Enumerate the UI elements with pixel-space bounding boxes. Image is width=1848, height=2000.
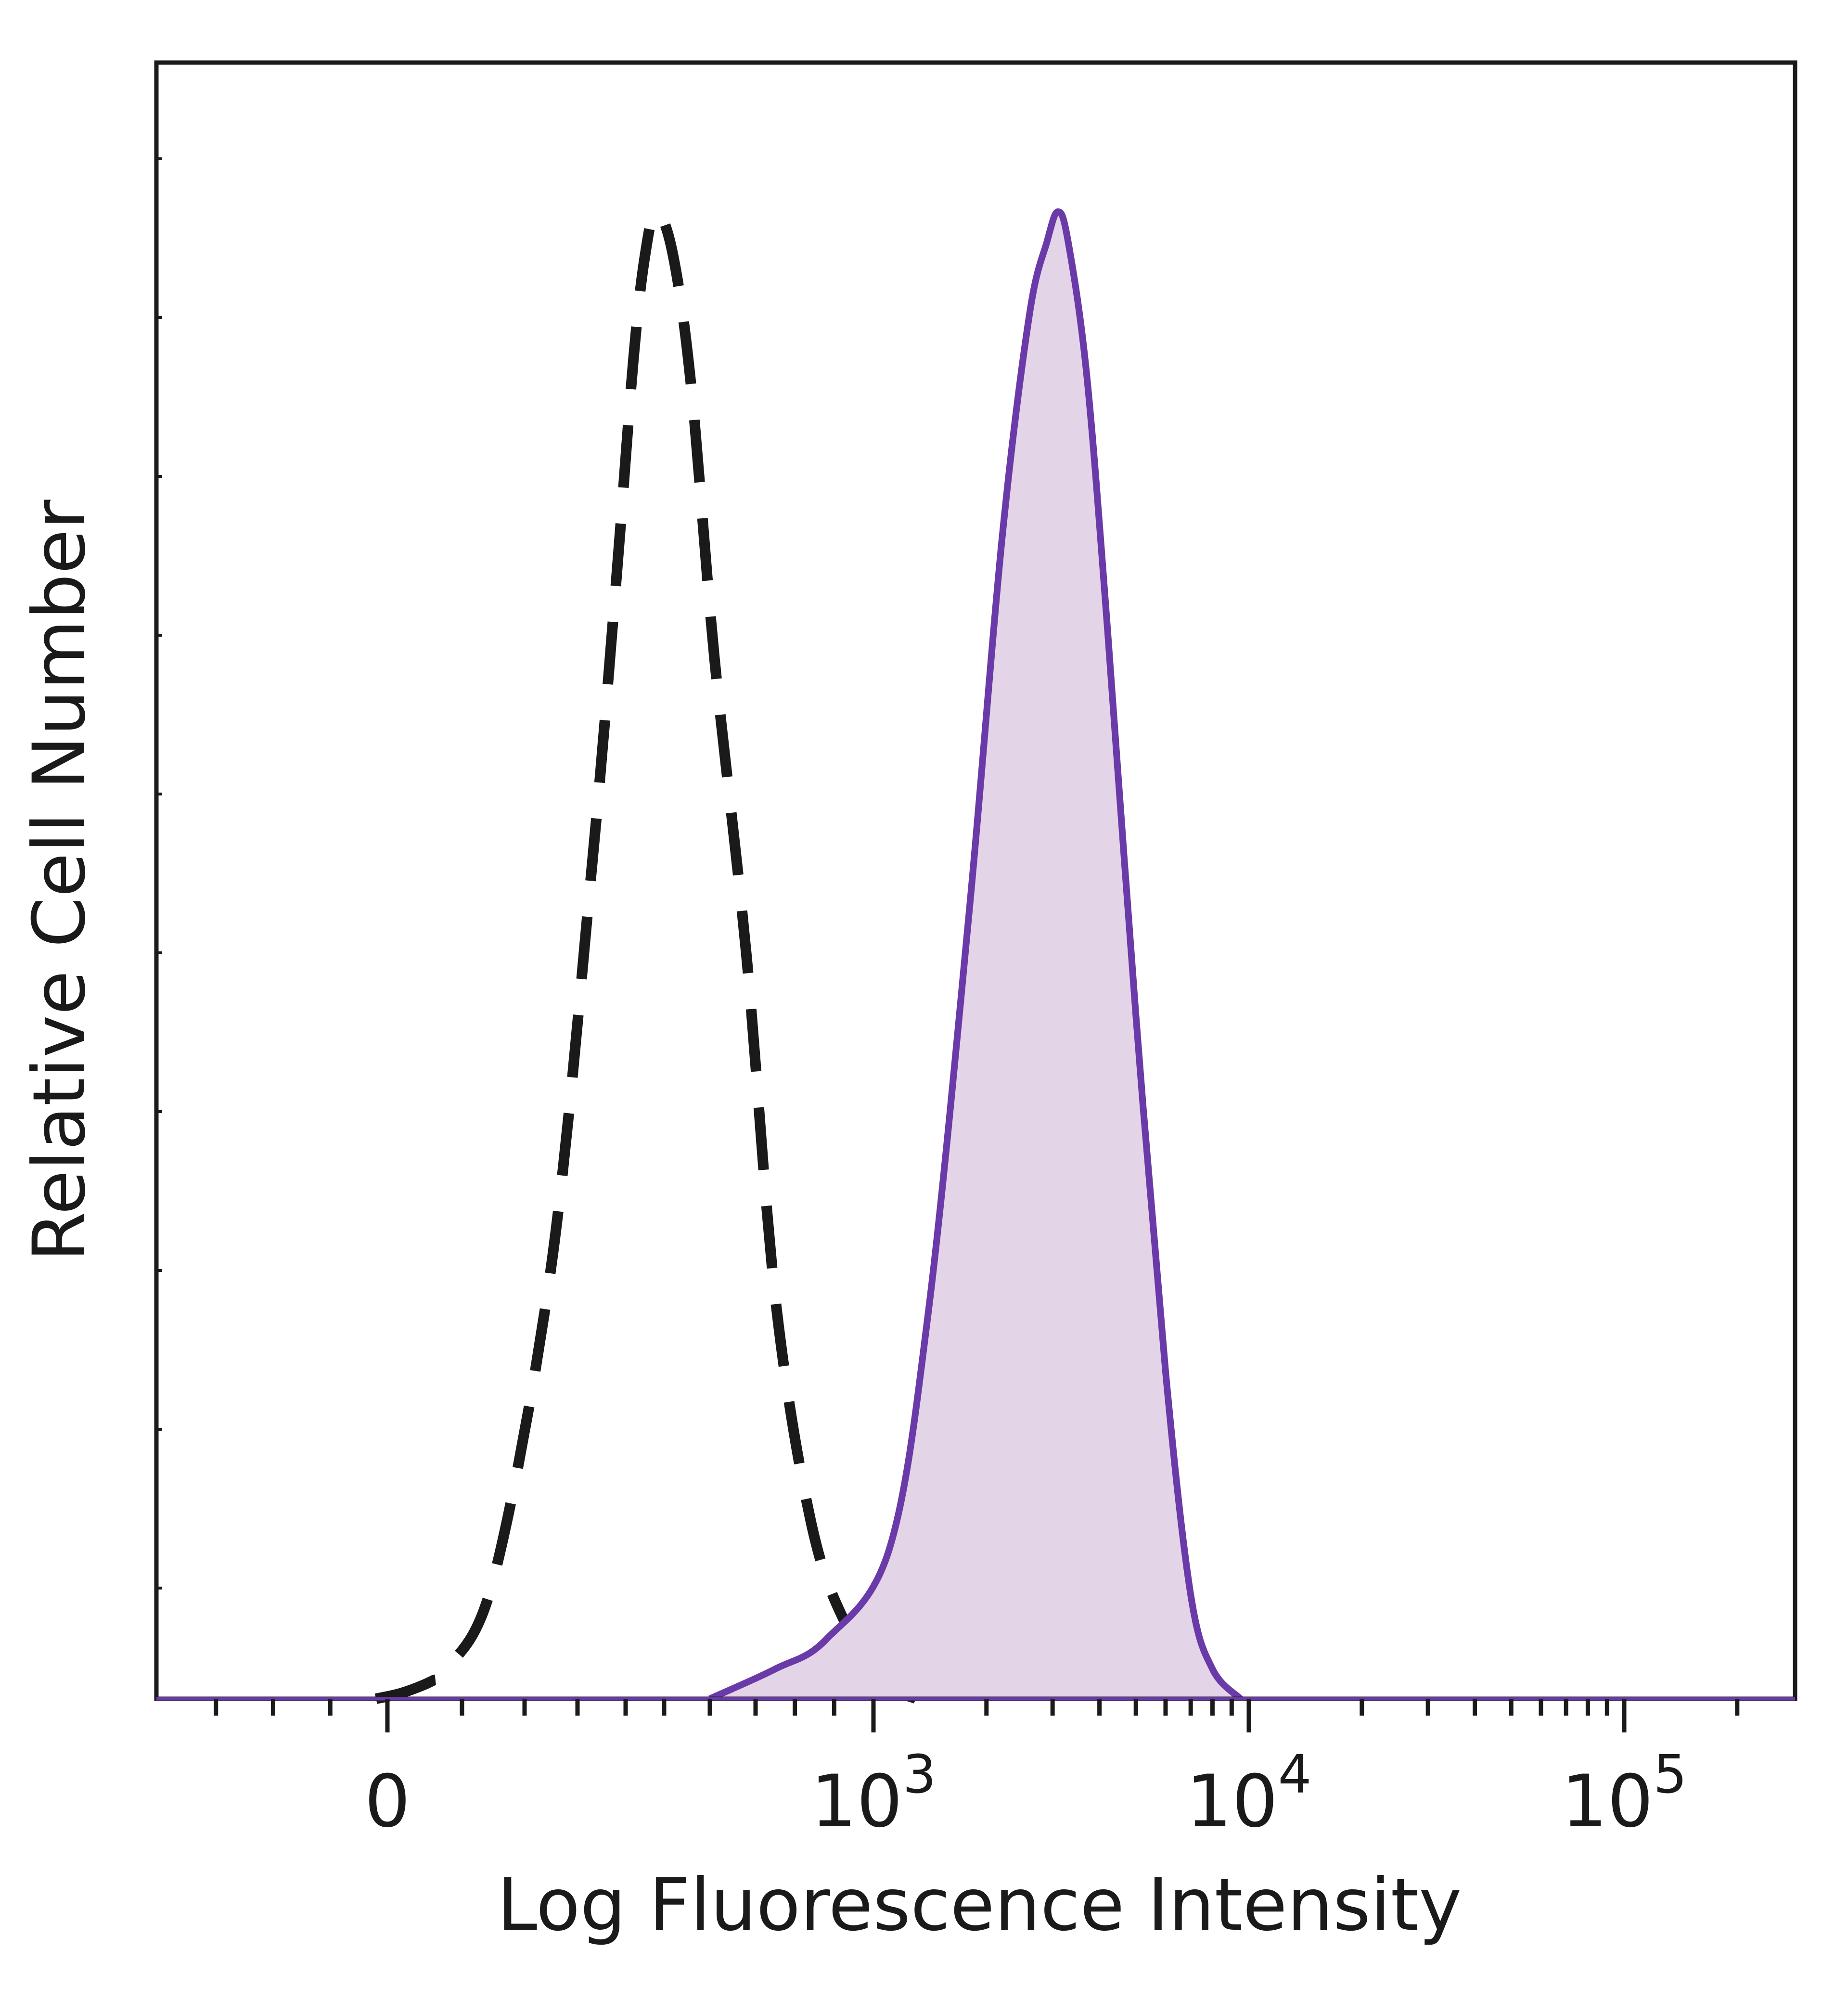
x-tick-label: 105: [1562, 1744, 1687, 1844]
filled-histogram-outline: [708, 208, 1243, 1702]
x-tick-label: 104: [1186, 1744, 1312, 1844]
dashed-series-layer: [374, 206, 919, 1704]
y-axis-title: Relative Cell Number: [18, 500, 102, 1262]
x-tick-exponent: 3: [902, 1744, 936, 1805]
x-axis-tick-labels: 0 103 104 105: [364, 1744, 1687, 1844]
filled-histogram-area: [710, 212, 1241, 1699]
x-axis-ticks: [156, 157, 1795, 1732]
x-tick-exponent: 4: [1278, 1744, 1311, 1805]
x-tick-exponent: 5: [1653, 1744, 1687, 1805]
x-tick-label: 0: [364, 1760, 410, 1844]
filled-series-layer: [708, 208, 1243, 1702]
x-axis-title: Log Fluorescence Intensity: [497, 1863, 1462, 1947]
dashed-histogram-line: [374, 206, 919, 1704]
x-tick-label: 103: [811, 1744, 937, 1844]
